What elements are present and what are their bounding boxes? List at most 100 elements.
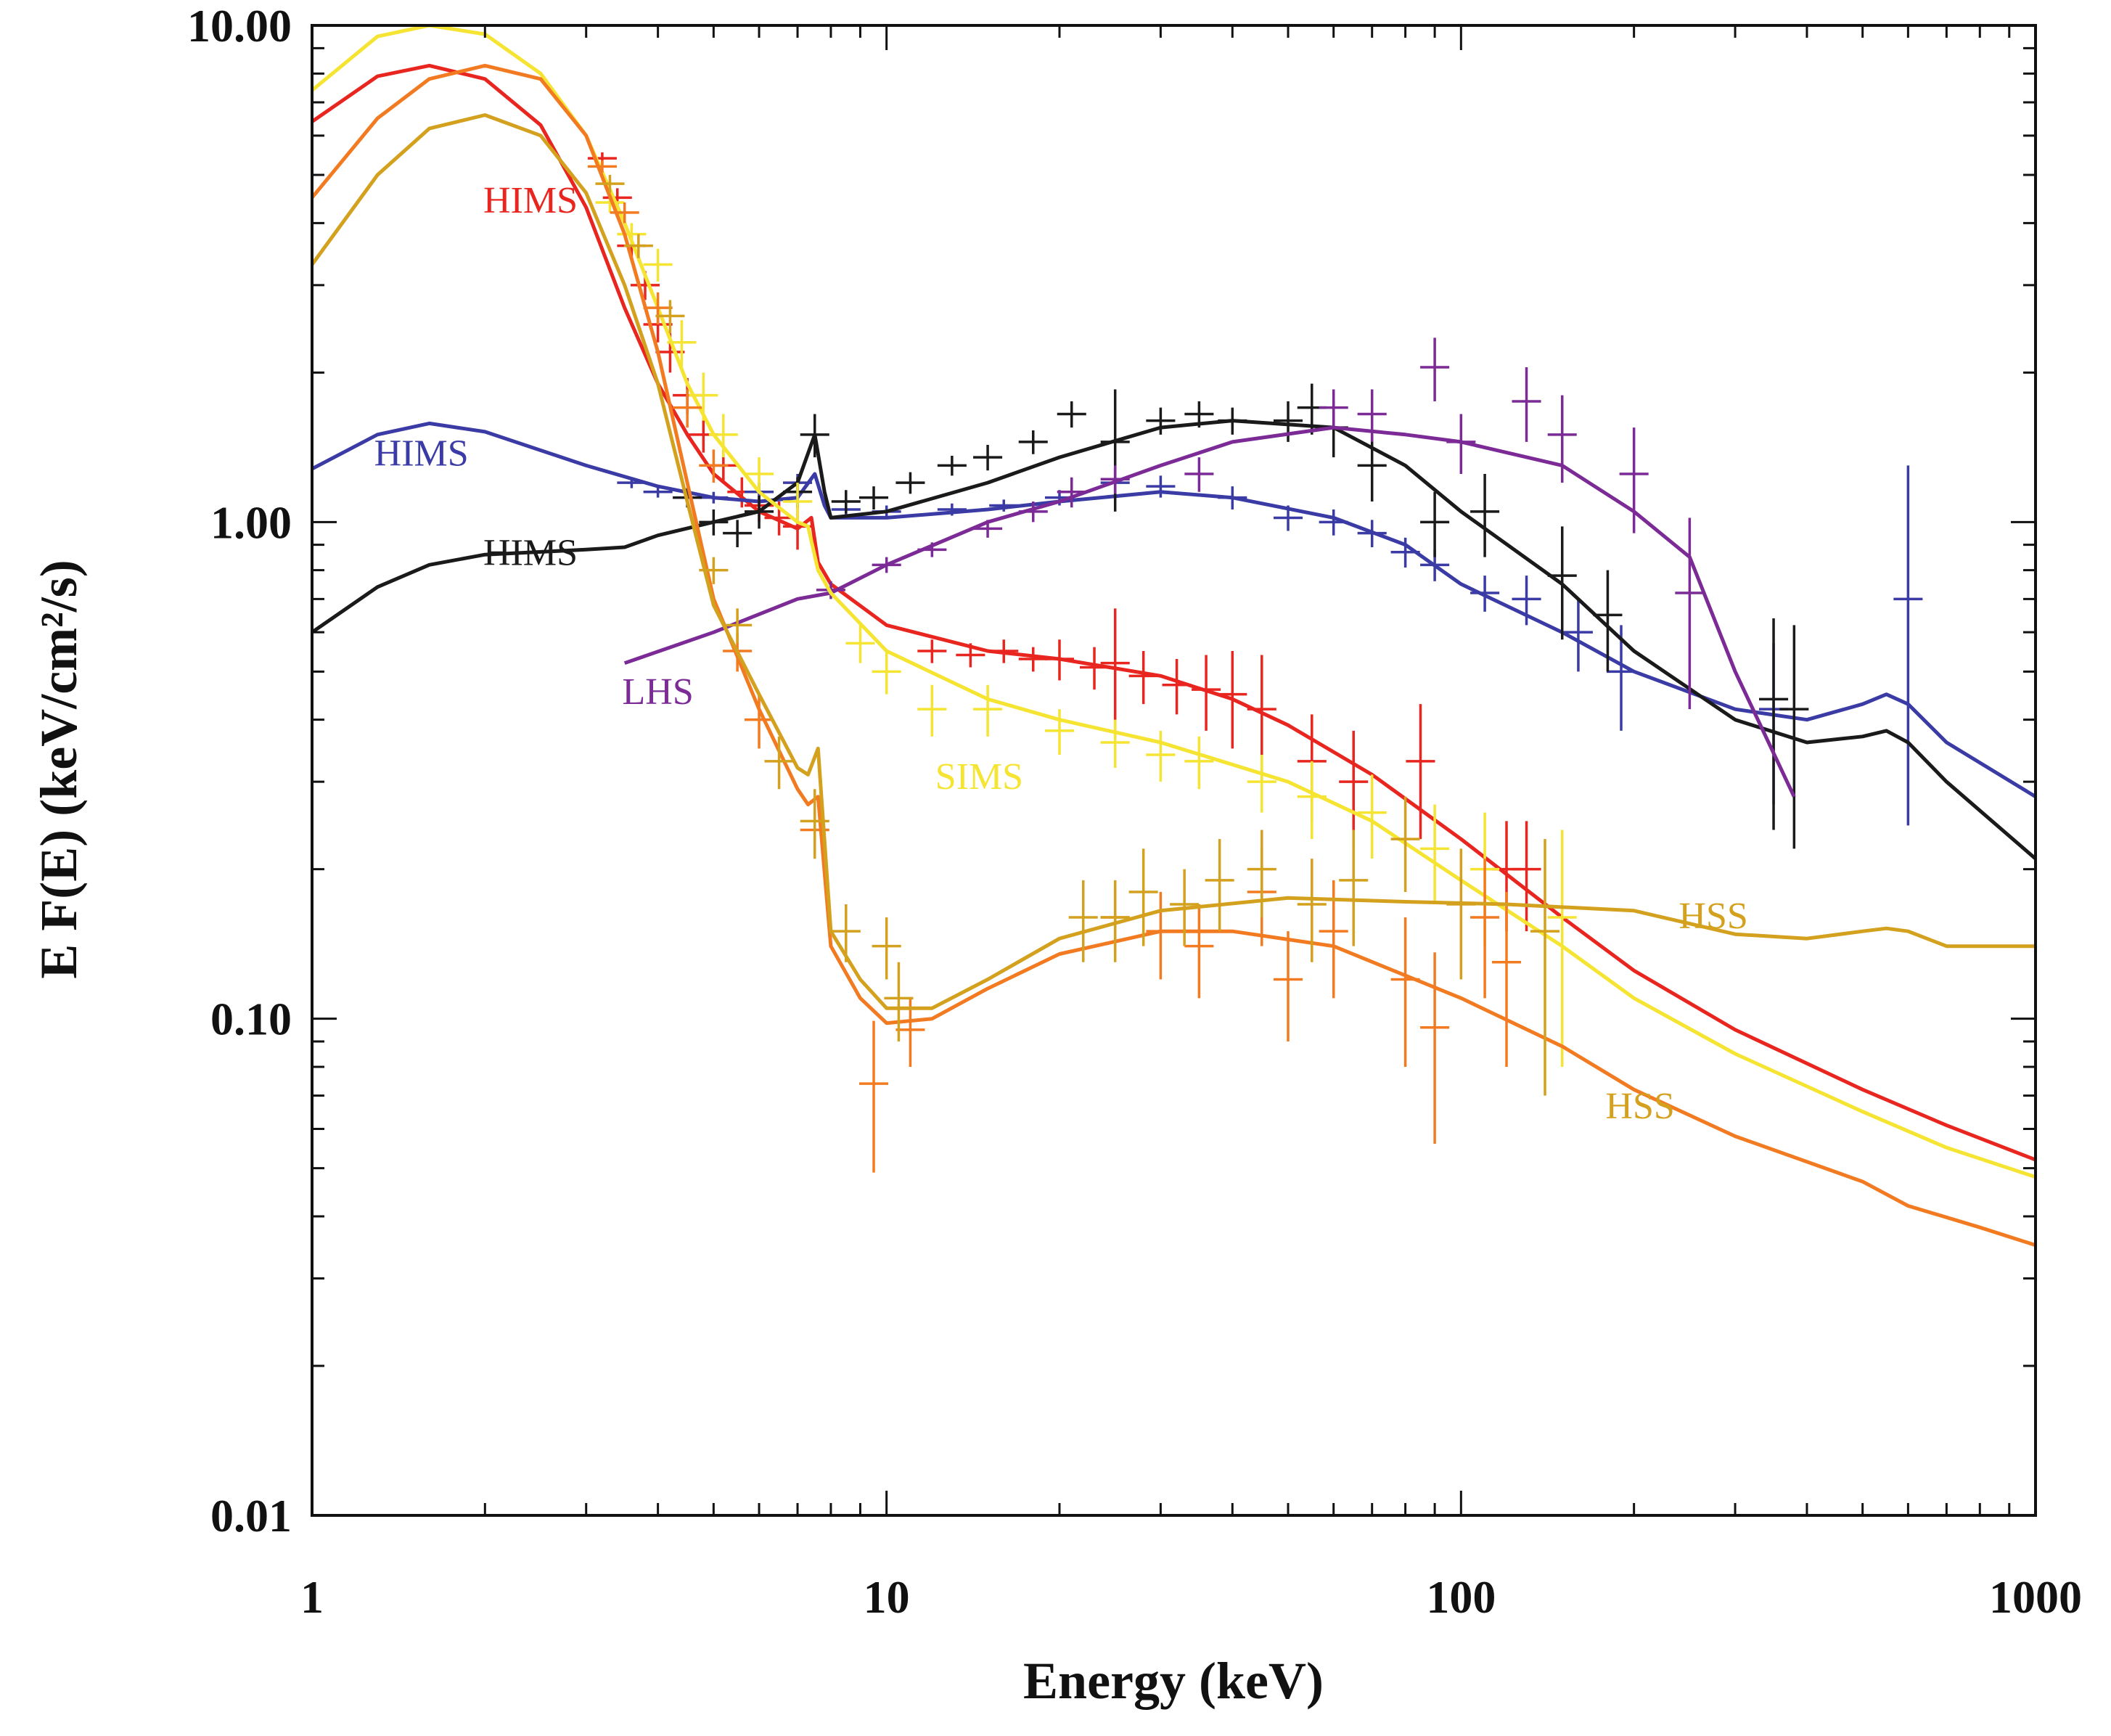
data-point bbox=[831, 490, 861, 514]
data-point bbox=[1319, 509, 1348, 536]
data-point bbox=[1470, 474, 1500, 557]
data-point bbox=[1606, 625, 1636, 731]
data-point bbox=[872, 557, 901, 573]
data-point bbox=[1218, 651, 1247, 749]
data-point bbox=[1420, 337, 1450, 402]
data-point bbox=[699, 557, 729, 584]
x-tick-label: 10 bbox=[864, 1571, 910, 1623]
data-point bbox=[1184, 401, 1214, 428]
data-point bbox=[1339, 730, 1369, 849]
data-point bbox=[699, 449, 729, 483]
data-point bbox=[1100, 608, 1130, 737]
data-point bbox=[973, 684, 1003, 737]
series-hss-orange bbox=[312, 63, 2036, 1248]
data-point bbox=[1100, 719, 1130, 768]
data-point bbox=[643, 292, 673, 325]
data-point bbox=[800, 414, 829, 458]
data-point bbox=[1406, 704, 1435, 840]
data-point bbox=[989, 639, 1019, 663]
data-point bbox=[895, 472, 925, 494]
tick-labels: 1 10 100 1000 0.01 0.10 1.00 10.00 bbox=[187, 0, 2082, 1623]
data-point bbox=[745, 694, 774, 749]
series-hss-gold bbox=[312, 113, 2036, 1096]
y-tick-label: 1.00 bbox=[210, 496, 292, 548]
series-lhs-purple bbox=[623, 337, 1796, 798]
data-point bbox=[1057, 401, 1086, 428]
data-point bbox=[1184, 736, 1214, 790]
data-point bbox=[1044, 709, 1075, 755]
data-point bbox=[1018, 647, 1048, 672]
data-point bbox=[831, 904, 861, 962]
data-point bbox=[1491, 891, 1522, 1067]
data-point bbox=[1470, 576, 1500, 612]
data-point bbox=[1247, 830, 1276, 917]
series-label-hims: HIMS bbox=[483, 532, 578, 573]
plot-content bbox=[312, 25, 2036, 1248]
data-point bbox=[673, 389, 702, 428]
data-point bbox=[1146, 407, 1176, 435]
data-point bbox=[1273, 931, 1303, 1041]
data-point bbox=[1080, 647, 1110, 690]
data-point bbox=[723, 520, 753, 547]
series-hims-black bbox=[312, 383, 2036, 861]
data-point bbox=[699, 509, 729, 536]
data-point bbox=[1146, 891, 1176, 980]
data-point bbox=[973, 445, 1003, 471]
data-point bbox=[1357, 389, 1387, 442]
data-point bbox=[1273, 505, 1303, 531]
data-point bbox=[917, 684, 947, 737]
data-point bbox=[1357, 774, 1387, 859]
data-point bbox=[643, 486, 673, 498]
data-point bbox=[745, 496, 774, 529]
data-point bbox=[667, 320, 697, 367]
data-point bbox=[1247, 754, 1276, 813]
data-point bbox=[708, 414, 738, 458]
data-point bbox=[1018, 430, 1048, 454]
data-point bbox=[655, 300, 685, 334]
x-tick-label: 100 bbox=[1426, 1571, 1496, 1623]
data-point bbox=[699, 491, 729, 504]
model-curve bbox=[312, 419, 2036, 861]
data-point bbox=[1470, 859, 1500, 999]
data-point bbox=[989, 499, 1019, 512]
data-point bbox=[973, 520, 1003, 538]
data-point bbox=[1893, 465, 1923, 826]
data-point bbox=[1547, 830, 1577, 1067]
series-label-lhs: LHS bbox=[623, 671, 694, 713]
data-point bbox=[1759, 618, 1789, 830]
data-point bbox=[1057, 477, 1086, 508]
data-point bbox=[917, 639, 947, 663]
series-label-hss: HSS bbox=[1678, 896, 1747, 937]
data-point bbox=[623, 234, 653, 258]
data-point bbox=[587, 160, 617, 173]
x-tick-label: 1000 bbox=[1989, 1571, 2082, 1623]
data-point bbox=[1297, 859, 1327, 962]
data-point bbox=[610, 202, 639, 224]
data-point bbox=[1390, 917, 1420, 1067]
data-point bbox=[617, 477, 647, 488]
series-label-hims: HIMS bbox=[483, 180, 578, 221]
data-point bbox=[884, 962, 914, 1041]
data-point bbox=[595, 175, 625, 193]
data-point bbox=[1619, 427, 1649, 533]
data-point bbox=[1420, 952, 1450, 1144]
data-point bbox=[956, 643, 985, 668]
data-point bbox=[1563, 599, 1593, 672]
model-curve bbox=[312, 113, 2036, 1010]
data-point bbox=[872, 651, 901, 695]
y-axis-title: E F(E) (keV/cm²/s) bbox=[30, 560, 88, 978]
data-point bbox=[617, 223, 647, 246]
data-point bbox=[1512, 367, 1541, 442]
data-point bbox=[1068, 880, 1098, 962]
data-point bbox=[1420, 804, 1450, 904]
data-point bbox=[937, 503, 967, 516]
data-point bbox=[764, 736, 794, 790]
data-point bbox=[1779, 625, 1809, 849]
data-point bbox=[1192, 655, 1221, 731]
series-label-hss: HSS bbox=[1605, 1086, 1674, 1127]
y-tick-label: 0.10 bbox=[210, 994, 292, 1045]
y-tick-label: 10.00 bbox=[187, 0, 292, 52]
data-point bbox=[1446, 848, 1476, 980]
data-point bbox=[1357, 434, 1387, 502]
